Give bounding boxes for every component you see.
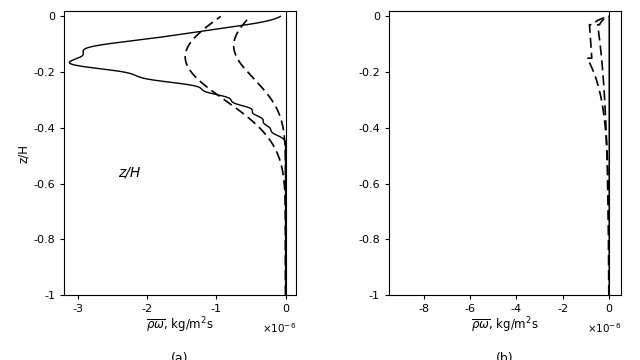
- Text: $\times10^{-6}$: $\times10^{-6}$: [587, 321, 621, 334]
- Y-axis label: z/H: z/H: [17, 144, 31, 162]
- X-axis label: $\overline{\rho\omega}$, kg/m$^2$s: $\overline{\rho\omega}$, kg/m$^2$s: [471, 316, 539, 335]
- Text: $\times10^{-6}$: $\times10^{-6}$: [262, 321, 296, 334]
- Text: (b): (b): [496, 352, 514, 360]
- Text: (a): (a): [172, 352, 189, 360]
- X-axis label: $\overline{\rho\omega}$, kg/m$^2$s: $\overline{\rho\omega}$, kg/m$^2$s: [146, 316, 214, 335]
- Text: z/H: z/H: [118, 166, 140, 180]
